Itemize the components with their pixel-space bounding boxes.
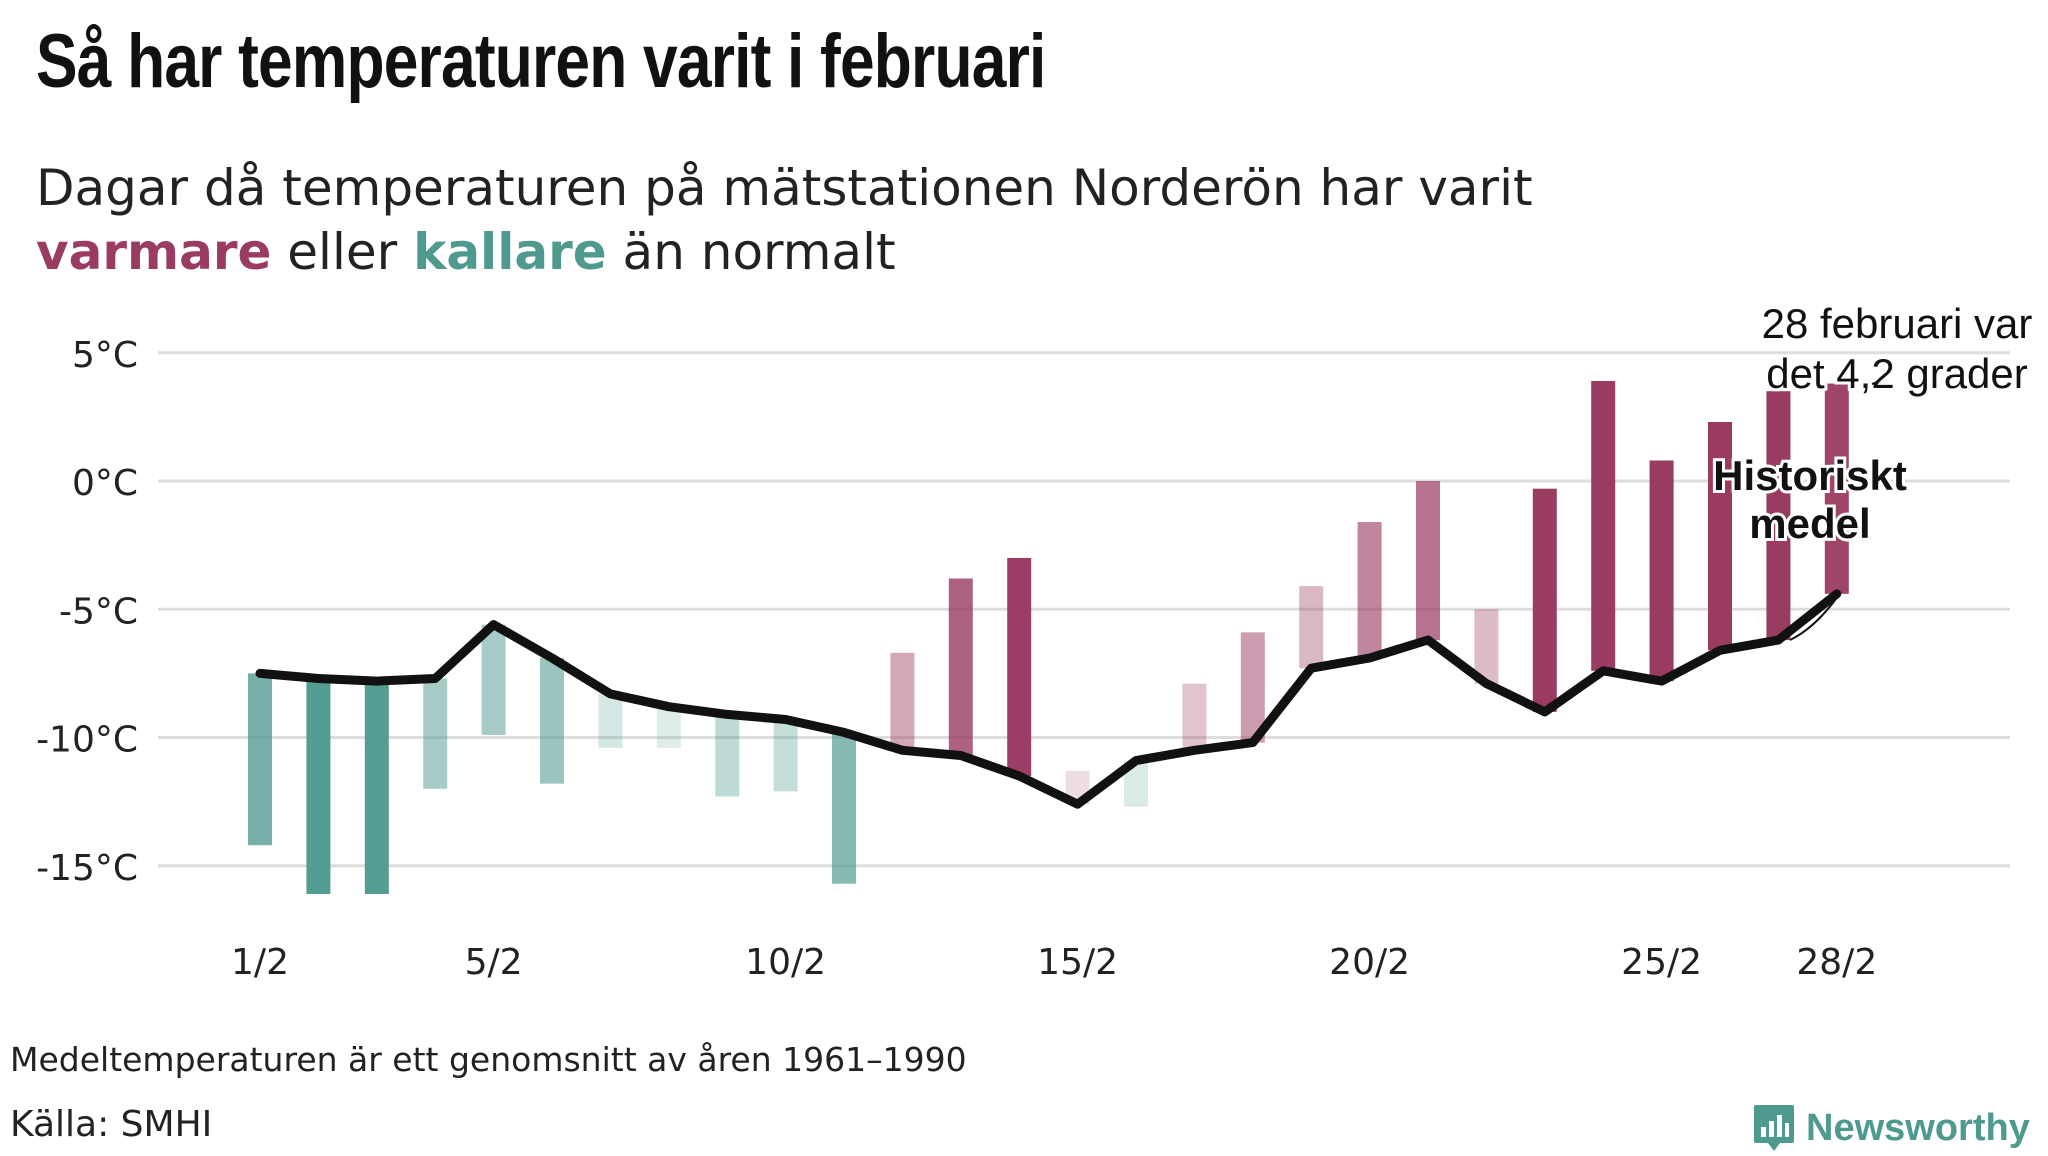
footnote: Medeltemperaturen är ett genomsnitt av å… — [10, 1040, 967, 1079]
temperature-bar — [481, 624, 506, 735]
temperature-bar — [540, 657, 564, 784]
temperature-bar — [1182, 683, 1207, 751]
temperature-bar — [1824, 383, 1849, 594]
subtitle-between: eller — [271, 223, 414, 281]
temperature-bar — [1649, 460, 1674, 682]
temperature-bar — [598, 693, 623, 748]
brand-logo: Newsworthy — [1752, 1100, 2030, 1156]
temperature-bar — [248, 673, 272, 846]
x-tick-label: 20/2 — [1329, 942, 1410, 983]
temperature-bar — [1474, 609, 1499, 684]
y-tick-label: -10°C — [36, 720, 138, 761]
temperature-bar — [832, 732, 856, 884]
x-tick-label: 28/2 — [1796, 942, 1877, 983]
temperature-bar — [423, 678, 448, 789]
temperature-bar — [773, 719, 798, 792]
annotation-connector — [1871, 373, 1886, 385]
subtitle-line-1: Dagar då temperaturen på mätstationen No… — [36, 159, 1533, 217]
annotation-historical-mean: Historiskt medel — [1713, 452, 1907, 547]
chart-title: Så har temperaturen varit i februari — [36, 19, 1046, 104]
y-tick-label: 5°C — [72, 335, 138, 376]
temperature-bar — [1532, 488, 1557, 712]
brand-name: Newsworthy — [1806, 1106, 2030, 1149]
temperature-bar — [890, 652, 915, 751]
historical-mean-line — [255, 589, 1842, 809]
y-tick-label: -5°C — [59, 591, 138, 632]
temperature-bar — [306, 678, 331, 894]
x-tick-label: 15/2 — [1037, 942, 1118, 983]
annotation-connector — [1789, 595, 1839, 641]
y-tick-label: 0°C — [72, 463, 138, 504]
temperature-bar — [656, 706, 681, 748]
temperature-bar — [1708, 422, 1732, 651]
y-tick-label: -15°C — [36, 848, 138, 889]
source-label: Källa: SMHI — [10, 1104, 213, 1145]
temperature-bar — [1416, 481, 1440, 641]
x-tick-label: 25/2 — [1621, 942, 1702, 983]
x-tick-label: 1/2 — [231, 942, 289, 983]
temperature-bar — [948, 578, 973, 756]
temperature-bar — [715, 714, 740, 797]
cold-label: kallare — [413, 223, 607, 281]
subtitle-after: än normalt — [606, 223, 896, 281]
temperature-bar — [1591, 380, 1616, 671]
x-tick-label: 5/2 — [465, 942, 523, 983]
subtitle-line-2: varmare eller kallare än normalt — [36, 220, 1533, 284]
temperature-bar — [364, 681, 389, 894]
temperature-bar — [1357, 522, 1382, 658]
temperature-bar — [1007, 557, 1032, 776]
bar-chart-logo-icon — [1754, 1105, 1794, 1151]
annotation-day-28: 28 februari var det 4,2 grader — [1762, 300, 2033, 397]
temperature-bar — [1766, 391, 1791, 641]
chart-subtitle: Dagar då temperaturen på mätstationen No… — [36, 156, 1533, 284]
warm-label: varmare — [36, 223, 272, 281]
temperature-bar — [1299, 586, 1324, 669]
x-tick-label: 10/2 — [745, 942, 826, 983]
temperature-bar — [1240, 632, 1265, 743]
